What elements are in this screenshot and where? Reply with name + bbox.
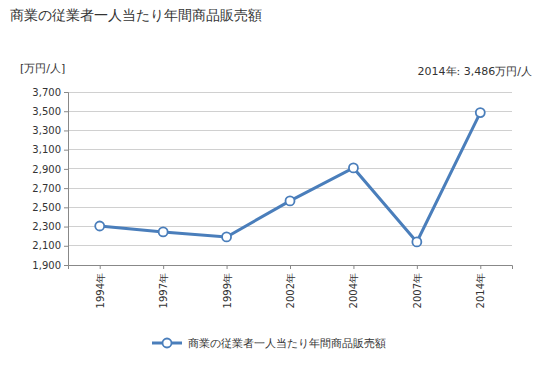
y-tick: 2,900 [32, 164, 68, 175]
plot-marks [95, 108, 485, 246]
grid-line [68, 130, 512, 131]
y-tick-label: 3,100 [32, 144, 61, 155]
y-tick: 3,100 [32, 144, 68, 155]
y-tick-mark [64, 92, 68, 93]
y-tick: 2,100 [32, 240, 68, 251]
marker [95, 221, 104, 230]
y-tick-label: 2,100 [32, 240, 61, 251]
grid-line [68, 168, 512, 169]
legend: 商業の従業者一人当たり年間商品販売額 [152, 337, 386, 350]
x-tick: 1994年 [95, 265, 106, 308]
x-tick: 2004年 [348, 265, 359, 308]
x-tick-mark [163, 265, 164, 269]
x-tick-label: 2004年 [348, 273, 359, 308]
y-tick-label: 2,500 [32, 202, 61, 213]
title: 商業の従業者一人当たり年間商品販売額 [10, 7, 262, 23]
x-tick-mark [290, 265, 291, 269]
y-tick: 3,700 [32, 87, 68, 98]
y-tick-label: 3,500 [32, 106, 61, 117]
grid-line [68, 111, 512, 112]
grid [68, 92, 512, 265]
marker [286, 196, 295, 205]
y-tick-label: 2,700 [32, 183, 61, 194]
y-tick-mark [64, 265, 68, 266]
x-axis-line [69, 266, 513, 270]
chart: 商業の従業者一人当たり年間商品販売額 [万円/人] 2014年: 3,486万円/人… [0, 0, 560, 366]
y-tick-mark [64, 188, 68, 189]
y-tick-label: 3,300 [32, 125, 61, 136]
grid-line [68, 188, 512, 189]
y-tick-label: 3,700 [32, 87, 61, 98]
y-tick: 3,300 [32, 125, 68, 136]
x-tick-label: 2002年 [285, 273, 296, 308]
y-tick-mark [64, 169, 68, 170]
y-tick: 3,500 [32, 106, 68, 117]
x-axis: 1994年 1997年 1999年 2002年 2004年 2007年 2014年 [69, 265, 513, 308]
x-tick-label: 1997年 [158, 273, 169, 308]
annotation: 2014年: 3,486万円/人 [418, 65, 532, 78]
y-tick-mark [64, 227, 68, 228]
x-tick-mark [227, 265, 228, 269]
x-tick-mark [480, 265, 481, 269]
marker [159, 227, 168, 236]
x-tick: 1999年 [222, 265, 233, 308]
grid-line [68, 92, 512, 93]
y-tick: 2,500 [32, 202, 68, 213]
grid-line [68, 226, 512, 227]
x-tick: 2002年 [285, 265, 296, 308]
x-tick-mark [353, 265, 354, 269]
grid-line [68, 149, 512, 150]
x-tick: 2007年 [412, 265, 423, 308]
x-tick: 2014年 [475, 265, 486, 308]
series-line [100, 113, 481, 242]
legend-item: 商業の従業者一人当たり年間商品販売額 [152, 337, 386, 350]
x-tick-label: 2014年 [475, 273, 486, 308]
y-axis-line [64, 93, 69, 266]
y-tick: 2,300 [32, 221, 68, 232]
marker [349, 163, 358, 172]
y-tick-mark [64, 130, 68, 131]
legend-label: 商業の従業者一人当たり年間商品販売額 [188, 337, 386, 350]
marker [412, 237, 421, 246]
x-tick-mark [417, 265, 418, 269]
x-tick-label: 1994年 [95, 273, 106, 308]
y-tick-label: 1,900 [32, 260, 61, 271]
y-tick-mark [64, 150, 68, 151]
y-tick: 1,900 [32, 260, 68, 271]
x-tick-label: 2007年 [412, 273, 423, 308]
legend-marker [163, 339, 172, 348]
y-tick-label: 2,300 [32, 221, 61, 232]
marker [222, 232, 231, 241]
y-tick: 2,700 [32, 183, 68, 194]
grid-line [68, 207, 512, 208]
y-tick-mark [64, 207, 68, 208]
y-axis-label: [万円/人] [20, 62, 65, 75]
marker [476, 108, 485, 117]
x-tick: 1997年 [158, 265, 169, 308]
grid-line [68, 245, 512, 246]
y-tick-mark [64, 246, 68, 247]
y-tick-label: 2,900 [32, 164, 61, 175]
y-tick-mark [64, 111, 68, 112]
y-axis: 1,900 2,100 2,300 2,500 2,700 2,900 3,100 3,300… [32, 87, 68, 271]
x-tick-mark [100, 265, 101, 269]
x-tick-label: 1999年 [222, 273, 233, 308]
